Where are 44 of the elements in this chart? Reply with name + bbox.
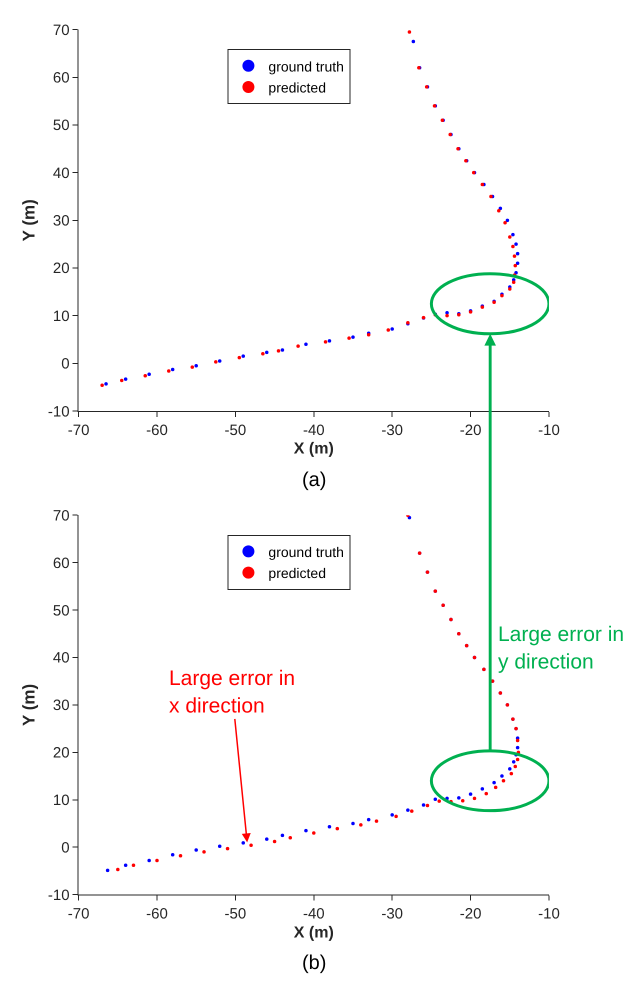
y-tick-label: -10 <box>48 886 70 904</box>
x-tick-label: -50 <box>224 906 246 923</box>
y-tick-label: 10 <box>52 792 70 810</box>
y-axis-title: Y (m) <box>19 684 38 726</box>
x-tick-label: -10 <box>538 422 560 439</box>
y-tick-label: 70 <box>52 22 70 39</box>
x-tick-label: -20 <box>460 422 482 439</box>
legend-label: predicted <box>268 79 326 96</box>
x-axis-title: X (m) <box>294 924 334 942</box>
x-tick-label: -50 <box>224 422 246 439</box>
y-tick-label: 50 <box>52 602 70 620</box>
legend-label: predicted <box>268 565 326 582</box>
annotation: Large error in y direction <box>498 623 624 674</box>
y-tick-label: 30 <box>52 697 70 714</box>
y-tick-label: 20 <box>52 260 70 278</box>
y-axis-title: Y (m) <box>19 199 38 242</box>
text: (a) <box>302 469 326 491</box>
x-tick-label: -70 <box>68 422 90 439</box>
y-tick-label: 30 <box>52 212 70 230</box>
y-tick-label: 60 <box>52 554 70 572</box>
y-tick-label: 40 <box>52 650 70 667</box>
x-tick-label: -10 <box>538 906 560 923</box>
x-tick-label: -60 <box>146 906 168 923</box>
x-tick-label: -60 <box>146 422 168 439</box>
legend-label: ground truth <box>268 58 344 74</box>
x-tick-label: -30 <box>381 906 404 923</box>
y-tick-label: 0 <box>61 356 70 373</box>
y-tick-label: 40 <box>52 164 70 182</box>
y-tick-label: 50 <box>52 117 70 134</box>
x-tick-label: -40 <box>302 906 325 923</box>
annotation: Large error in x direction <box>169 667 296 718</box>
x-tick-label: -70 <box>68 906 90 923</box>
x-tick-label: -20 <box>460 906 482 923</box>
y-tick-label: 70 <box>52 507 70 524</box>
y-tick-label: -10 <box>48 403 70 420</box>
x-axis-title: X (m) <box>294 440 334 458</box>
x-tick-label: -30 <box>381 422 404 439</box>
legend-label: ground truth <box>268 544 344 560</box>
x-tick-label: -40 <box>302 422 325 439</box>
text: (b) <box>302 952 326 974</box>
y-tick-label: 60 <box>52 70 70 87</box>
y-tick-label: 0 <box>61 839 70 856</box>
y-tick-label: 10 <box>52 308 70 325</box>
y-tick-label: 20 <box>52 744 70 762</box>
